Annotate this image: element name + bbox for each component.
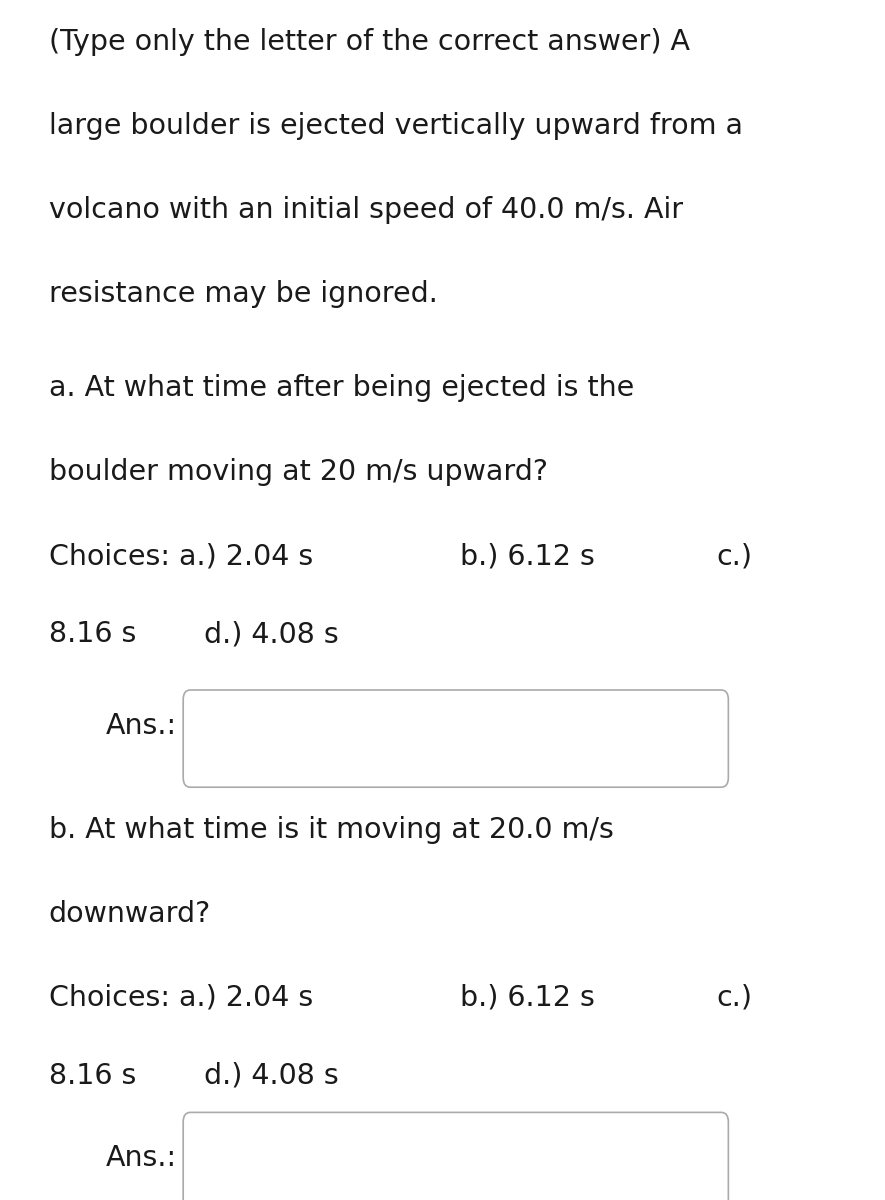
Text: d.) 4.08 s: d.) 4.08 s — [204, 620, 338, 648]
Text: resistance may be ignored.: resistance may be ignored. — [49, 281, 437, 308]
Text: Choices: a.) 2.04 s: Choices: a.) 2.04 s — [49, 984, 313, 1012]
Text: Ans.:: Ans.: — [106, 713, 177, 740]
Text: 8.16 s: 8.16 s — [49, 620, 136, 648]
Text: (Type only the letter of the correct answer) A: (Type only the letter of the correct ans… — [49, 29, 689, 56]
Text: c.): c.) — [717, 984, 753, 1012]
Text: b. At what time is it moving at 20.0 m/s: b. At what time is it moving at 20.0 m/s — [49, 816, 613, 844]
Text: b.) 6.12 s: b.) 6.12 s — [460, 542, 595, 570]
FancyBboxPatch shape — [183, 690, 728, 787]
Text: d.) 4.08 s: d.) 4.08 s — [204, 1062, 338, 1090]
Text: downward?: downward? — [49, 900, 211, 928]
Text: Choices: a.) 2.04 s: Choices: a.) 2.04 s — [49, 542, 313, 570]
Text: c.): c.) — [717, 542, 753, 570]
Text: 8.16 s: 8.16 s — [49, 1062, 136, 1090]
FancyBboxPatch shape — [183, 1112, 728, 1200]
Text: volcano with an initial speed of 40.0 m/s. Air: volcano with an initial speed of 40.0 m/… — [49, 197, 683, 224]
Text: large boulder is ejected vertically upward from a: large boulder is ejected vertically upwa… — [49, 113, 743, 140]
Text: a. At what time after being ejected is the: a. At what time after being ejected is t… — [49, 374, 634, 402]
Text: b.) 6.12 s: b.) 6.12 s — [460, 984, 595, 1012]
Text: Ans.:: Ans.: — [106, 1145, 177, 1172]
Text: boulder moving at 20 m/s upward?: boulder moving at 20 m/s upward? — [49, 458, 548, 486]
